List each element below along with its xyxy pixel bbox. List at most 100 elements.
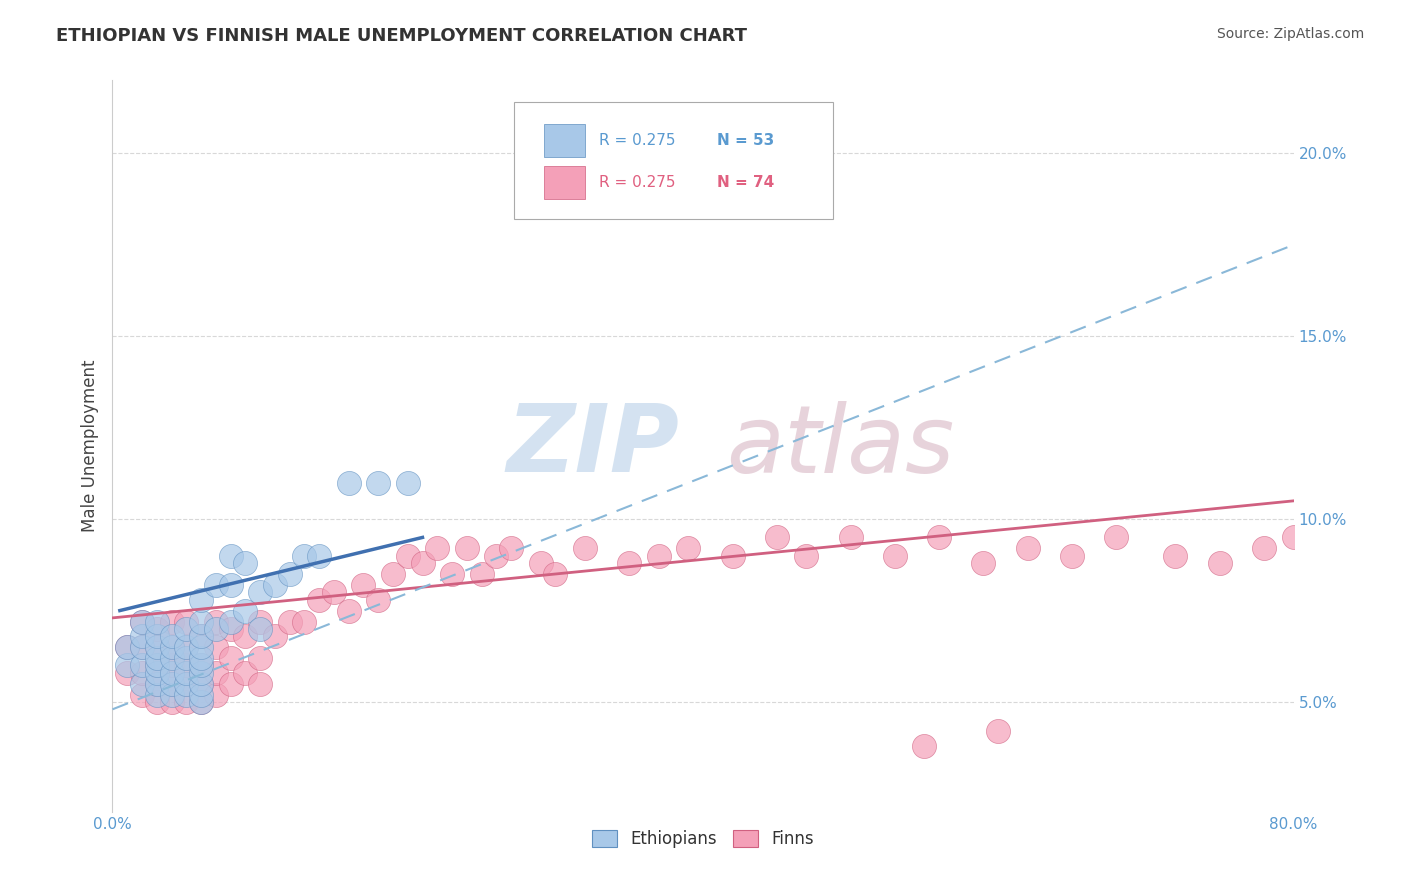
Point xyxy=(219,676,242,690)
Point xyxy=(190,640,212,655)
Point xyxy=(205,615,228,629)
Point xyxy=(174,640,197,655)
Point xyxy=(146,615,169,629)
Point xyxy=(174,676,197,690)
Point xyxy=(160,651,183,665)
Point xyxy=(411,556,433,570)
Point xyxy=(619,556,641,570)
Point xyxy=(278,567,301,582)
Point xyxy=(146,665,169,680)
Point xyxy=(174,676,197,690)
Point xyxy=(174,651,197,665)
Point xyxy=(292,549,315,563)
Point xyxy=(146,695,169,709)
Point xyxy=(278,615,301,629)
Point xyxy=(367,475,389,490)
Legend: Ethiopians, Finns: Ethiopians, Finns xyxy=(585,823,821,855)
Point xyxy=(219,578,242,592)
Point xyxy=(839,530,862,544)
Point xyxy=(117,658,138,673)
Point xyxy=(131,658,153,673)
Point xyxy=(160,688,183,702)
Point xyxy=(117,640,138,655)
Point xyxy=(117,640,138,655)
Point xyxy=(721,549,744,563)
Point xyxy=(1017,541,1039,556)
Point xyxy=(190,658,212,673)
Point xyxy=(796,549,818,563)
Point xyxy=(574,541,596,556)
Point xyxy=(1208,556,1232,570)
Point xyxy=(1253,541,1275,556)
Point xyxy=(529,556,551,570)
Point xyxy=(219,651,242,665)
Point xyxy=(337,475,360,490)
Point xyxy=(131,640,153,655)
Point xyxy=(485,549,508,563)
Point xyxy=(190,695,212,709)
Point xyxy=(174,640,197,655)
Point xyxy=(1105,530,1128,544)
Point xyxy=(190,615,212,629)
Point xyxy=(928,530,950,544)
Point xyxy=(308,592,330,607)
Point xyxy=(146,622,169,636)
Point xyxy=(190,665,212,680)
Point xyxy=(146,640,169,655)
Point xyxy=(160,658,183,673)
Point xyxy=(131,665,153,680)
Point xyxy=(160,640,183,655)
Point xyxy=(973,556,995,570)
Point xyxy=(396,475,419,490)
FancyBboxPatch shape xyxy=(544,124,585,157)
Point xyxy=(117,665,138,680)
Point xyxy=(174,688,197,702)
Point xyxy=(323,585,346,599)
Point xyxy=(264,578,287,592)
Point xyxy=(160,676,183,690)
Point xyxy=(426,541,449,556)
Text: Source: ZipAtlas.com: Source: ZipAtlas.com xyxy=(1216,27,1364,41)
Point xyxy=(205,688,228,702)
Point xyxy=(146,658,169,673)
Point xyxy=(190,651,212,665)
Point xyxy=(249,615,271,629)
Text: atlas: atlas xyxy=(727,401,955,491)
Point xyxy=(382,567,405,582)
Point xyxy=(131,615,153,629)
Point xyxy=(396,549,419,563)
Point xyxy=(1164,549,1187,563)
Point xyxy=(146,651,169,665)
Point xyxy=(131,676,153,690)
Point xyxy=(264,629,287,643)
Point xyxy=(160,629,183,643)
Point xyxy=(190,592,212,607)
Point xyxy=(766,530,789,544)
Point xyxy=(249,676,271,690)
Point xyxy=(146,658,169,673)
Point xyxy=(131,629,153,643)
Point xyxy=(292,615,315,629)
Point xyxy=(146,676,169,690)
Point xyxy=(456,541,478,556)
Text: N = 53: N = 53 xyxy=(717,134,775,148)
Point xyxy=(233,556,256,570)
Point xyxy=(190,676,212,690)
Point xyxy=(544,567,567,582)
Point xyxy=(190,676,212,690)
Point xyxy=(233,603,256,617)
Text: N = 74: N = 74 xyxy=(717,175,775,190)
Point xyxy=(160,695,183,709)
Point xyxy=(219,549,242,563)
Point xyxy=(219,615,242,629)
Point xyxy=(174,665,197,680)
Point xyxy=(914,739,936,753)
Point xyxy=(174,658,197,673)
Text: R = 0.275: R = 0.275 xyxy=(599,134,675,148)
Point xyxy=(190,688,212,702)
Point xyxy=(501,541,523,556)
Point xyxy=(1282,530,1305,544)
Point xyxy=(190,658,212,673)
Point xyxy=(190,629,212,643)
Point xyxy=(249,585,271,599)
